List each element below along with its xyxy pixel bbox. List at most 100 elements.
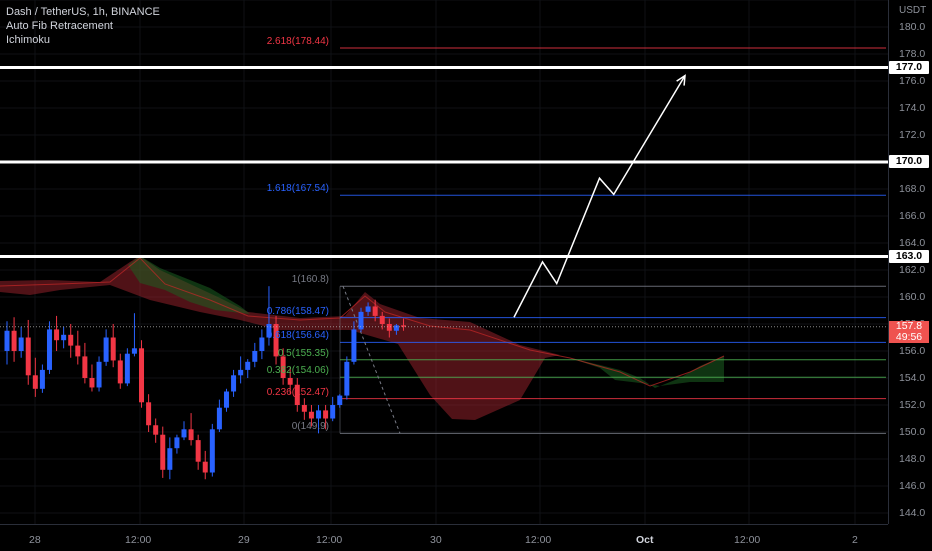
candle-body [68, 334, 74, 346]
candle-body [294, 384, 300, 405]
candle [124, 348, 130, 387]
candle-body [124, 353, 130, 384]
candle [386, 318, 392, 338]
level-tag-170[interactable]: 170.0 [889, 155, 929, 168]
candle-body [39, 369, 45, 389]
candle-body [117, 360, 123, 384]
candle [68, 324, 74, 358]
candle-body [82, 356, 88, 378]
projection-arrow[interactable] [513, 74, 686, 318]
price-tick-label: 150.0 [899, 426, 926, 438]
level-tag-177[interactable]: 177.0 [889, 60, 929, 74]
fib-label-f05: 0.5(155.35) [277, 347, 329, 359]
candle-body [110, 337, 116, 361]
candle-body [181, 429, 187, 438]
candle [202, 450, 208, 480]
candle [39, 364, 45, 393]
candle [209, 423, 215, 477]
candle-body [330, 405, 336, 419]
candle-body [96, 361, 102, 388]
cloud-bullish [128, 256, 250, 314]
candle-body [11, 330, 17, 351]
time-tick-label: 28 [29, 534, 41, 546]
price-tick-label: 164.0 [899, 237, 926, 249]
candle-body [400, 325, 406, 327]
candle [117, 353, 123, 389]
candle [61, 326, 67, 349]
candle-body [344, 361, 350, 396]
price-tick-label: 178.0 [899, 48, 926, 60]
candle [351, 321, 357, 365]
candle-body [358, 311, 364, 330]
candle-body [308, 411, 314, 419]
candle [103, 329, 109, 366]
candle [231, 369, 237, 397]
candle-body [103, 337, 109, 362]
candle [75, 330, 81, 365]
fib-retracement [339, 47, 886, 434]
time-tick-label: 29 [238, 534, 250, 546]
price-tick-label: 156.0 [899, 345, 926, 357]
time-tick-label: 12:00 [525, 534, 552, 546]
fib-label-f1618: 1.618(167.54) [266, 183, 329, 195]
candle-body [25, 337, 31, 376]
candle-body [337, 395, 343, 405]
current-price-tag: 157.8 49:56 [889, 320, 929, 343]
candle [46, 321, 52, 374]
candle-body [252, 351, 258, 362]
candle [287, 367, 293, 395]
fib-label-f0382: 0.382(154.06) [266, 365, 329, 377]
candle-body [379, 315, 385, 324]
candle-body [216, 407, 222, 430]
candle [4, 321, 10, 365]
candle-body [316, 410, 322, 419]
candle-body [174, 437, 180, 449]
candle [379, 311, 385, 330]
price-tick-label: 148.0 [899, 453, 926, 465]
price-tick-label: 168.0 [899, 183, 926, 195]
time-tick-label: 12:00 [734, 534, 761, 546]
candle-body [139, 348, 145, 403]
candle [25, 319, 31, 385]
indicator-ichimoku[interactable]: Ichimoku [6, 34, 51, 46]
candle-body [61, 334, 67, 341]
time-tick-label: Oct [636, 534, 654, 546]
candle [330, 396, 336, 422]
projection-path [513, 75, 686, 318]
bar-countdown: 49:56 [895, 330, 923, 343]
cloud-bullish [570, 356, 724, 388]
candle-body [167, 448, 173, 470]
price-tick-label: 176.0 [899, 75, 926, 87]
candle [139, 340, 145, 408]
candle [18, 326, 24, 358]
candle-body [75, 345, 81, 357]
candle-body [223, 391, 229, 408]
candle [266, 286, 272, 346]
candle-body [301, 405, 307, 412]
fib-label-f0618: 0.618(156.64) [266, 330, 329, 342]
candle-body [18, 337, 24, 351]
fib-label-f2618: 2.618(178.44) [266, 36, 329, 48]
candle-body [365, 306, 371, 312]
candle-body [89, 378, 95, 388]
price-tick-label: 160.0 [899, 291, 926, 303]
fib-label-f0: 0(149.9) [291, 421, 329, 433]
time-tick-label: 12:00 [125, 534, 152, 546]
horizontal-levels[interactable] [0, 66, 888, 258]
candle-body [386, 324, 392, 331]
level-tag-163[interactable]: 163.0 [889, 249, 929, 263]
indicator-fib[interactable]: Auto Fib Retracement [6, 20, 113, 32]
candle-body [287, 378, 293, 385]
candle-body [273, 324, 279, 357]
price-tick-label: 162.0 [899, 264, 926, 276]
axis-currency: USDT [899, 5, 927, 16]
candle-body [266, 324, 272, 338]
candle [252, 342, 258, 368]
time-tick-label: 12:00 [316, 534, 343, 546]
time-tick-label: 30 [430, 534, 442, 546]
symbol-title[interactable]: Dash / TetherUS, 1h, BINANCE [6, 6, 160, 18]
candle [146, 394, 152, 432]
candle [153, 418, 159, 443]
time-axis[interactable]: 28 12:00 29 12:00 30 12:00 Oct 12:00 2 [0, 524, 888, 551]
